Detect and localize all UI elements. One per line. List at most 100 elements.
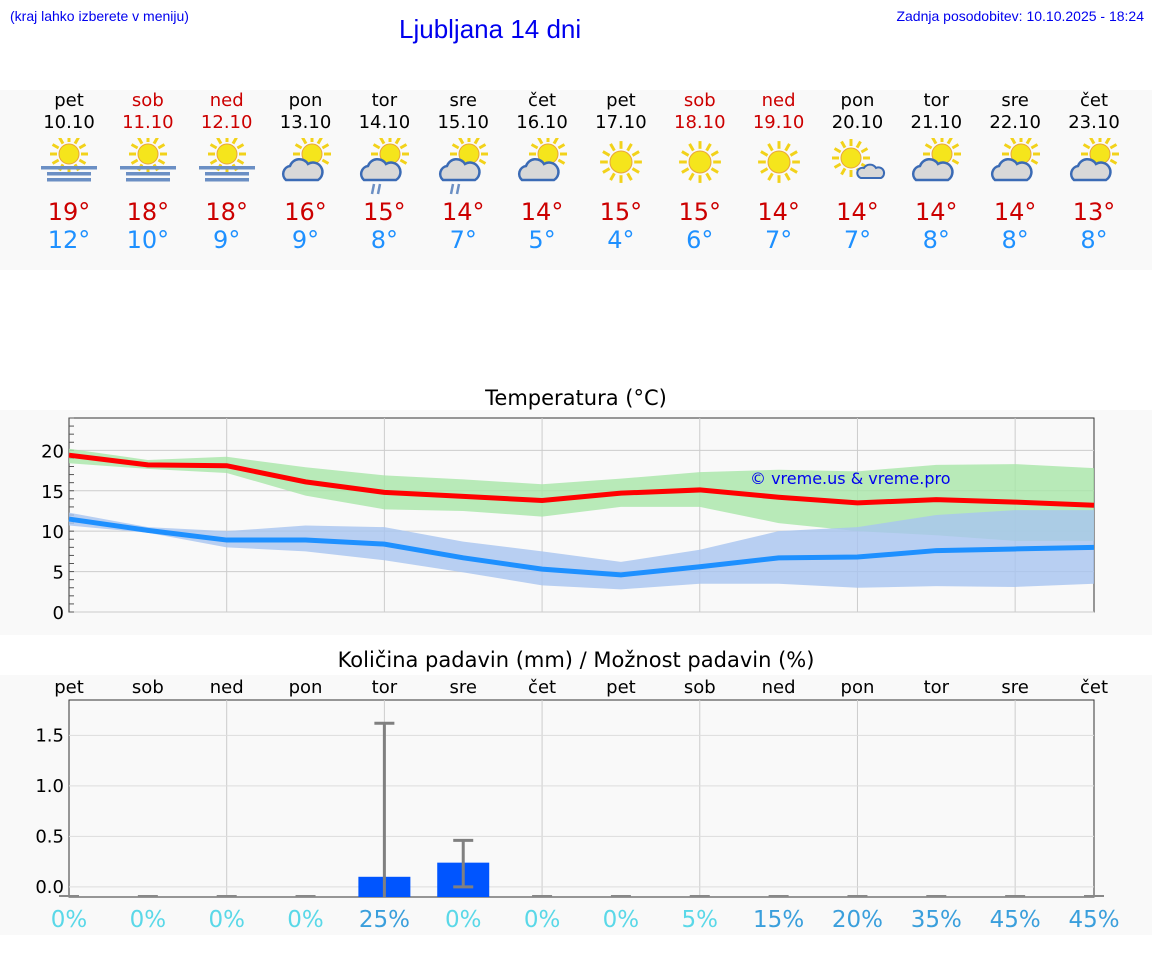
day-date: 17.10 <box>595 112 647 133</box>
max-temp: 18° <box>126 198 170 226</box>
max-temp: 13° <box>1072 198 1116 226</box>
day-date: 21.10 <box>910 112 963 133</box>
precip-probability: 0% <box>208 907 245 933</box>
day-name: pon <box>840 90 875 111</box>
day-date: 23.10 <box>1068 112 1120 133</box>
max-temp-line <box>68 452 1095 508</box>
day-column: čet 23.10 13° 8° <box>1054 90 1134 254</box>
day-column: sob 18.10 15° 6° <box>660 90 740 254</box>
day-name: čet <box>1079 90 1109 111</box>
precip-probability: 45% <box>990 907 1041 933</box>
day-column: tor 21.10 14° 8° <box>896 90 976 254</box>
x-category-label: sre <box>1001 677 1028 698</box>
partly-cloudy-icon <box>983 135 1047 188</box>
x-category-label: pon <box>841 677 875 698</box>
precip-probability: 0% <box>445 907 482 933</box>
x-category-label: pet <box>54 677 84 698</box>
min-temp: 10° <box>126 226 170 254</box>
min-temp: 4° <box>607 226 635 254</box>
precip-probability: 0% <box>524 907 561 933</box>
day-name: sob <box>131 90 164 111</box>
min-temp-line <box>68 516 1095 578</box>
day-date: 18.10 <box>674 112 726 133</box>
day-column: tor 14.10 15° 8° <box>344 90 424 254</box>
sun-icon <box>668 138 732 188</box>
day-date: 15.10 <box>437 112 489 133</box>
min-temp: 8° <box>370 226 399 254</box>
x-category-label: pet <box>606 677 636 698</box>
partly-cloudy-icon <box>1062 135 1126 188</box>
max-temp: 15° <box>678 198 722 226</box>
day-date: 10.10 <box>43 112 95 133</box>
precip-probability: 20% <box>832 907 883 933</box>
sun-small-cloud-icon <box>825 138 889 188</box>
day-column: pon 20.10 14° 7° <box>817 90 897 254</box>
day-name: pet <box>606 90 636 111</box>
min-temp-band <box>69 510 1094 590</box>
min-temp: 7° <box>449 226 477 254</box>
max-temp: 14° <box>993 198 1037 226</box>
max-temp: 14° <box>757 198 800 226</box>
day-column: sre 15.10 14° 7° <box>423 90 503 254</box>
day-name: sre <box>1001 90 1029 111</box>
last-updated: Zadnja posodobitev: 10.10.2025 - 18:24 <box>896 8 1144 24</box>
min-temp: 8° <box>922 226 950 254</box>
day-date: 16.10 <box>516 112 568 133</box>
y-tick-label: 10 <box>41 522 64 543</box>
max-temp: 14° <box>520 198 564 226</box>
page-title: Ljubljana 14 dni <box>399 14 582 44</box>
sun-icon <box>589 138 653 188</box>
partly-cloudy-rain-icon <box>352 135 416 195</box>
day-date: 13.10 <box>279 112 332 133</box>
min-temp: 12° <box>47 226 91 254</box>
max-temp: 15° <box>363 198 406 226</box>
sun-fog-icon <box>37 135 101 188</box>
day-name: pon <box>288 90 323 111</box>
y-tick-label: 15 <box>41 482 64 503</box>
precip-probability: 15% <box>753 907 804 933</box>
max-temp: 14° <box>915 198 958 226</box>
min-temp: 8° <box>1001 226 1029 254</box>
y-tick-label: 1.5 <box>35 725 64 746</box>
precip-probability: 45% <box>1068 907 1119 933</box>
max-temp: 16° <box>284 198 327 226</box>
day-date: 14.10 <box>358 112 411 133</box>
precip-probability: 0% <box>287 907 324 933</box>
min-temp: 7° <box>843 226 872 254</box>
max-temp: 15° <box>599 198 643 226</box>
day-name: ned <box>761 90 796 111</box>
min-temp: 8° <box>1080 226 1108 254</box>
max-temp: 19° <box>47 198 91 226</box>
x-category-label: sre <box>449 677 476 698</box>
day-date: 20.10 <box>831 112 884 133</box>
min-temp: 5° <box>528 226 556 254</box>
day-name: tor <box>923 90 950 111</box>
plot-area <box>68 699 1095 898</box>
day-column: pet 17.10 15° 4° <box>581 90 661 254</box>
x-category-label: tor <box>372 677 398 698</box>
x-category-label: pon <box>289 677 323 698</box>
day-name: sre <box>449 90 477 111</box>
sun-fog-icon <box>116 135 180 188</box>
day-column: ned 12.10 18° 9° <box>187 90 267 254</box>
x-category-label: čet <box>1080 677 1108 698</box>
max-temp: 18° <box>205 198 248 226</box>
day-name: pet <box>54 90 84 111</box>
day-date: 11.10 <box>122 112 174 133</box>
partly-cloudy-icon <box>904 135 968 188</box>
x-category-label: tor <box>924 677 950 698</box>
y-tick-label: 5 <box>53 563 64 584</box>
partly-cloudy-rain-icon <box>431 135 495 195</box>
day-date: 22.10 <box>989 112 1041 133</box>
day-column: sre 22.10 14° 8° <box>975 90 1055 254</box>
y-tick-label: 0.0 <box>35 877 64 898</box>
day-name: ned <box>209 90 244 111</box>
day-column: pon 13.10 16° 9° <box>266 90 346 254</box>
precipitation-chart: 0.0 0.5 1.0 1.5 pet 0% sob 0% ned 0% pon 0% tor 25% sr… <box>0 675 1152 935</box>
temperature-chart: 0 5 10 15 20 © vreme.us & vreme.pro <box>0 410 1152 635</box>
y-tick-label: 20 <box>41 441 64 462</box>
day-name: sob <box>683 90 716 111</box>
x-category-label: čet <box>528 677 556 698</box>
y-tick-label: 1.0 <box>35 776 64 797</box>
precip-probability: 0% <box>603 907 640 933</box>
